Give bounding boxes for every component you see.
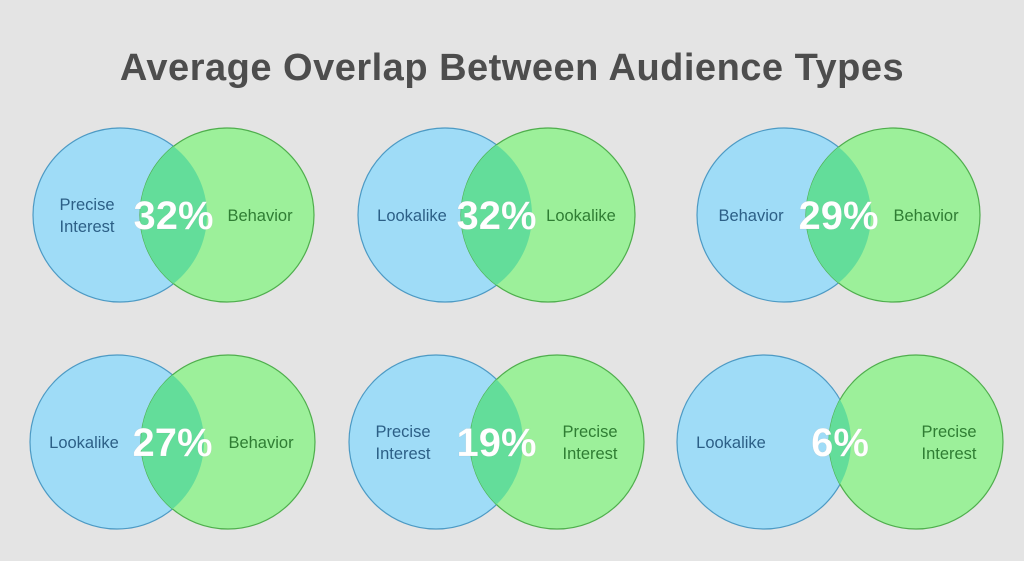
right-audience-label: Precise <box>562 423 617 441</box>
overlap-percentage: 19% <box>456 421 536 465</box>
right-audience-label: Lookalike <box>546 207 616 225</box>
left-audience-label: Interest <box>375 445 430 463</box>
overlap-region <box>470 379 523 505</box>
overlap-region <box>828 399 852 485</box>
venn-diagram: Lookalike Precise Interest 6% <box>676 354 1004 530</box>
venn-diagram: Lookalike Lookalike 32% <box>357 127 636 303</box>
venn-diagram: Precise Interest Precise Interest 19% <box>348 354 645 530</box>
left-audience-label: Lookalike <box>696 434 766 452</box>
overlap-percentage: 29% <box>798 194 878 238</box>
venn-diagram: Precise Interest Behavior 32% <box>32 127 315 303</box>
left-audience-label: Lookalike <box>49 434 119 452</box>
overlap-region <box>806 147 871 283</box>
overlap-percentage: 27% <box>132 421 212 465</box>
right-audience-label: Behavior <box>228 434 294 452</box>
left-audience-label: Lookalike <box>377 207 447 225</box>
left-audience-label: Behavior <box>718 207 784 225</box>
right-audience-label: Interest <box>562 445 617 463</box>
right-audience-label: Precise <box>921 423 976 441</box>
left-audience-label: Precise <box>59 196 114 214</box>
left-audience-label: Interest <box>59 218 114 236</box>
overlap-percentage: 32% <box>456 194 536 238</box>
right-audience-label: Interest <box>921 445 976 463</box>
overlap-region <box>461 144 532 286</box>
overlap-percentage: 6% <box>811 421 869 465</box>
page-title: Average Overlap Between Audience Types <box>119 47 905 89</box>
venn-diagram: Lookalike Behavior 27% <box>29 354 316 530</box>
right-audience-label: Behavior <box>227 207 293 225</box>
right-audience-label: Behavior <box>893 207 959 225</box>
overlap-region <box>140 375 205 509</box>
left-audience-label: Precise <box>375 423 430 441</box>
venn-diagram: Behavior Behavior 29% <box>696 127 981 303</box>
right-audience-circle <box>469 354 645 530</box>
overlap-region <box>140 146 208 284</box>
overlap-percentage: 32% <box>133 194 213 238</box>
